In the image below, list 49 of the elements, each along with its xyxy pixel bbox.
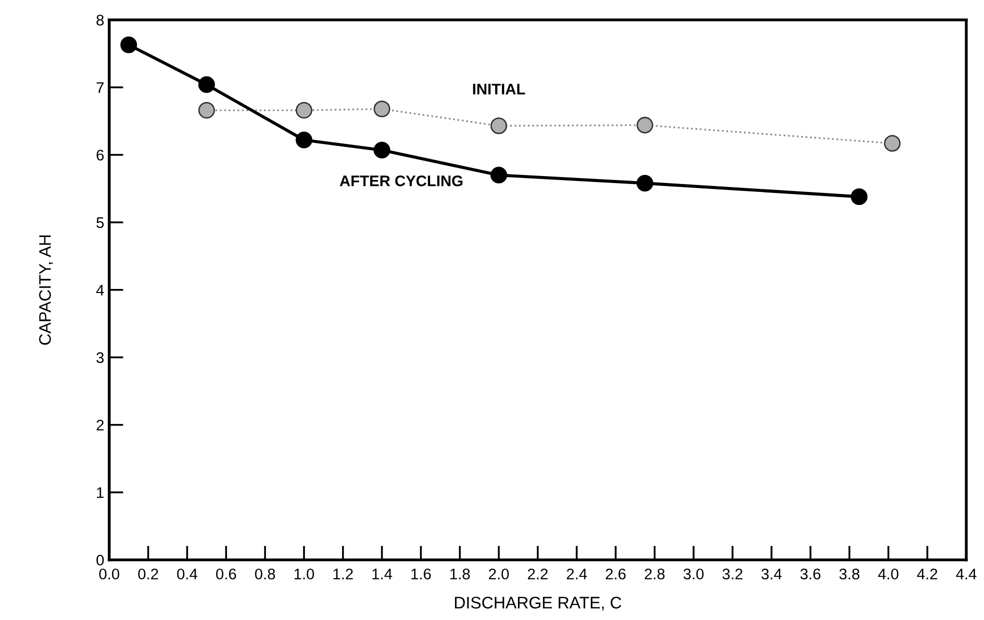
x-tick-label: 1.2 [334,568,353,580]
y-tick-label: 2 [96,420,104,430]
point [374,100,390,118]
y-tick-label: 7 [96,82,104,93]
x-tick-label: 4.0 [878,568,898,580]
y-tick-label: 1 [97,487,104,498]
y-tick-label: 8 [96,14,104,26]
y-tick-label: 4 [96,284,104,296]
y-axis-title: CAPACITY, AH [39,235,53,345]
y-tick-label: 6 [96,150,104,161]
x-tick-label: 2.4 [566,568,587,580]
y-tick-label: 3 [96,352,104,364]
x-tick-label: 1.0 [294,568,314,580]
x-tick-label: 1.8 [450,568,470,580]
x-tick-label: 0.2 [138,568,158,580]
x-tick-label: 2.8 [644,568,665,580]
y-tick-label: 5 [96,217,104,228]
x-tick-label: 1.4 [372,568,392,580]
series-label: INITIAL [473,84,526,94]
x-tick-label: 1.6 [411,568,431,580]
x-tick-label: 3.4 [761,568,782,580]
x-tick-label: 4.2 [917,568,938,580]
point [490,117,508,134]
point [374,142,390,158]
point [884,135,901,152]
x-tick-label: 0.0 [99,568,120,580]
point [636,116,654,134]
x-tick-label: 3.6 [800,568,820,580]
point [296,102,312,119]
x-tick-label: 4.4 [956,568,976,580]
point [490,166,508,184]
x-tick-label: 3.0 [684,568,704,580]
x-tick-label: 3.2 [722,568,742,580]
point [198,102,215,119]
x-tick-label: 0.8 [255,568,276,580]
point [120,36,138,54]
point [198,76,215,93]
x-tick-label: 3.8 [839,568,860,580]
point [296,132,312,148]
x-tick-label: 2.2 [528,568,548,580]
y-tick-label: 0 [96,554,104,566]
series-label: AFTER CYCLING [340,175,462,186]
x-tick-label: 0.4 [177,568,198,580]
point [636,174,654,192]
x-tick-label: 2.6 [606,568,626,580]
point [850,188,868,206]
x-axis-title: DISCHARGE RATE, C [455,596,622,611]
x-tick-label: 2.0 [488,568,509,580]
x-tick-label: 0.6 [216,568,236,580]
